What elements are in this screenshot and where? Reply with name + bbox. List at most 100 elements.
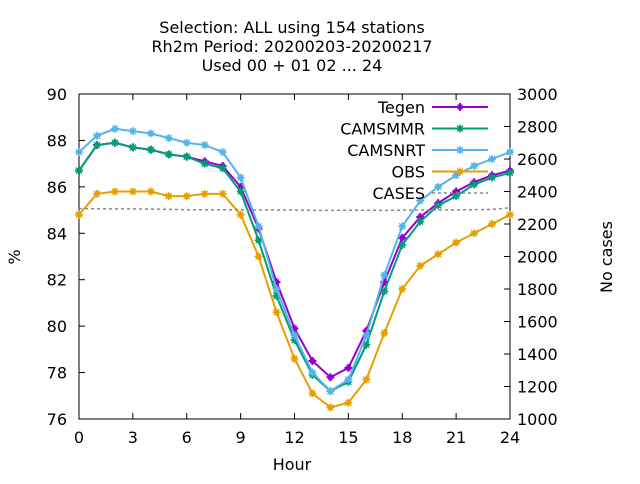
data-point-camsnrt xyxy=(128,127,137,136)
data-point-obs xyxy=(416,261,425,270)
marker-stroke xyxy=(434,202,442,209)
marker-stroke xyxy=(326,387,334,395)
y2-axis-label: No cases xyxy=(597,221,616,293)
y-axis: 76 78 80 82 84 86 88 90 xyxy=(47,85,85,429)
marker-stroke xyxy=(291,355,298,363)
data-point-obs xyxy=(470,229,479,238)
data-point-camsmmr xyxy=(416,217,425,226)
marker-stroke xyxy=(344,399,352,407)
marker-stroke xyxy=(456,146,464,154)
legend-label-camsmmr: CAMSMMR xyxy=(340,120,425,139)
chart-title-line: Used 00 + 01 02 ... 24 xyxy=(202,56,383,75)
chart-title-line: Selection: ALL using 154 stations xyxy=(159,18,424,37)
data-point-obs xyxy=(452,238,461,247)
data-point-obs xyxy=(218,189,227,198)
data-point-camsmmr xyxy=(434,201,443,210)
marker-fill xyxy=(417,214,423,220)
marker-stroke xyxy=(398,222,406,230)
marker-stroke xyxy=(470,162,478,170)
marker-stroke xyxy=(183,139,191,147)
marker-stroke xyxy=(362,341,370,349)
marker-stroke xyxy=(456,125,464,132)
data-point-obs xyxy=(290,354,299,363)
data-point-camsnrt xyxy=(236,173,245,182)
data-point-camsmmr xyxy=(110,138,119,147)
marker-stroke xyxy=(380,287,388,295)
marker-stroke xyxy=(309,390,316,397)
marker-stroke xyxy=(273,308,280,316)
data-point-camsmmr xyxy=(128,143,137,152)
marker-stroke xyxy=(237,188,245,195)
y2-tick-label: 2800 xyxy=(517,118,558,137)
marker-stroke xyxy=(147,130,155,137)
marker-stroke xyxy=(237,211,245,219)
data-point-camsmmr xyxy=(470,180,479,189)
legend-marker-camsnrt xyxy=(456,146,464,154)
marker-stroke xyxy=(129,127,137,135)
data-point-obs xyxy=(200,189,209,198)
data-point-camsnrt xyxy=(146,129,155,138)
marker-stroke xyxy=(326,403,334,411)
x-tick-label: 3 xyxy=(128,428,138,447)
marker-stroke xyxy=(506,148,514,156)
marker-stroke xyxy=(129,188,137,195)
series-layer xyxy=(75,124,514,412)
y-tick-label: 76 xyxy=(47,410,67,429)
marker-stroke xyxy=(470,229,478,237)
data-point-camsnrt xyxy=(416,196,425,205)
marker-stroke xyxy=(470,181,478,188)
marker-stroke xyxy=(237,174,245,181)
legend-label-obs: OBS xyxy=(392,163,425,182)
marker-stroke xyxy=(129,143,137,151)
legend-marker-obs xyxy=(456,167,464,176)
legend-marker-camsmmr xyxy=(456,124,464,133)
marker-stroke xyxy=(362,376,370,383)
data-point-obs xyxy=(254,252,263,261)
data-point-camsnrt xyxy=(434,182,443,191)
series-line-cases xyxy=(78,207,511,212)
marker-stroke xyxy=(309,369,316,376)
data-point-tegen xyxy=(308,356,317,365)
y-tick-label: 78 xyxy=(47,364,67,383)
data-point-tegen xyxy=(344,363,353,372)
marker-fill xyxy=(238,184,244,190)
marker-stroke xyxy=(75,148,83,156)
data-point-camsmmr xyxy=(218,164,227,173)
marker-stroke xyxy=(416,218,424,226)
data-point-camsmmr xyxy=(488,173,497,182)
y2-tick-label: 2600 xyxy=(517,150,558,169)
data-point-tegen xyxy=(398,233,407,242)
marker-stroke xyxy=(165,192,173,200)
marker-fill xyxy=(345,365,351,371)
data-point-obs xyxy=(362,375,371,384)
marker-stroke xyxy=(380,329,388,337)
y-tick-label: 86 xyxy=(47,178,67,197)
data-point-camsnrt xyxy=(272,285,281,293)
marker-stroke xyxy=(255,236,263,244)
marker-stroke xyxy=(201,141,209,149)
x-tick-label: 21 xyxy=(446,428,466,447)
marker-stroke xyxy=(456,168,464,175)
marker-stroke xyxy=(255,222,263,230)
data-point-obs xyxy=(128,187,137,196)
data-point-obs xyxy=(75,210,83,219)
marker-stroke xyxy=(291,332,298,339)
marker-stroke xyxy=(183,153,191,161)
marker-stroke xyxy=(255,253,263,260)
x-tick-label: 9 xyxy=(236,428,246,447)
x-tick-label: 6 xyxy=(182,428,192,447)
data-point-obs xyxy=(380,329,389,338)
data-point-camsnrt xyxy=(200,141,209,150)
marker-stroke xyxy=(111,188,119,195)
y2-tick-label: 1000 xyxy=(517,410,558,429)
marker-stroke xyxy=(75,211,83,219)
data-point-camsnrt xyxy=(182,138,191,147)
marker-fill xyxy=(457,104,463,110)
legend-marker-tegen xyxy=(456,103,464,111)
marker-fill xyxy=(381,279,387,285)
data-point-camsnrt xyxy=(164,134,173,143)
legend-label-camsnrt: CAMSNRT xyxy=(347,141,425,160)
data-point-tegen xyxy=(326,373,335,382)
marker-stroke xyxy=(506,211,514,219)
